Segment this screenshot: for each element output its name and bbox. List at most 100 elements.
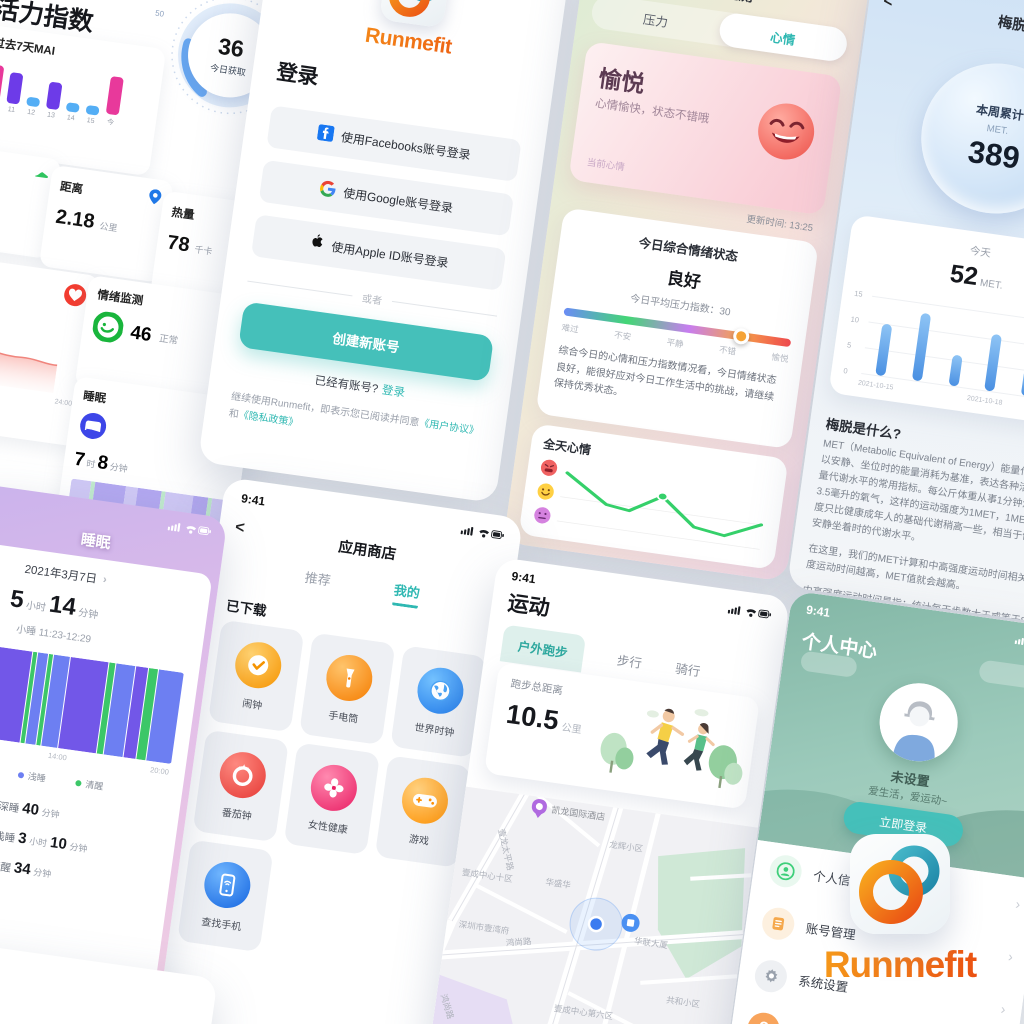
sleep-stats-list: 深睡 40 分钟 浅睡 3 小时 10 分钟 清醒 34 分钟 <box>0 795 168 896</box>
weekly-met-bubble: 本周累计 MET. 389 <box>911 53 1024 224</box>
world-clock-icon <box>414 664 466 717</box>
screen-activity-stats: 活力指数 过去7天MAI 101112131415今 50 0 36 今日获取 … <box>0 0 314 610</box>
tab-walk[interactable]: 步行 <box>616 653 643 671</box>
emotion-summary-card: 今日综合情绪状态 良好 今日平均压力指数：30 难过 不安 平静 不错 愉悦 综合今日的… <box>535 207 819 450</box>
next-day-arrow[interactable]: › <box>102 573 108 587</box>
tile-world-clock[interactable]: 世界时钟 <box>390 645 487 758</box>
met-bar <box>984 333 1003 392</box>
mood-value: 46 <box>129 321 153 346</box>
met-bar-chart: 15 10 5 0 2021-10-15 2021-10-18 <box>840 289 1024 418</box>
menu-item-account[interactable]: 账号管理› <box>743 893 1024 985</box>
tile-flashlight[interactable]: 手电筒 <box>299 632 396 746</box>
tab-recommend[interactable]: 推荐 <box>303 569 332 589</box>
screen-profile: 9:41 个人中心 未设置 爱生活，爱运动~ 立即登录 个人信息 › 账号管理 › <box>725 590 1024 1024</box>
sleep-stage-chart <box>0 639 185 765</box>
happy-emoji <box>749 95 822 172</box>
mood-name: 愉悦 <box>596 65 647 98</box>
map[interactable]: 凯龙国际酒店 壹龙太平路 龙辉小区 壹成中心十区 华盛华 深圳市壹湾府 鸿尚路 … <box>428 785 759 1024</box>
steps-card[interactable]: 步数 078 步 <box>0 141 62 260</box>
tile-tomato-timer[interactable]: 番茄钟 <box>192 729 289 843</box>
tile-games[interactable]: 游戏 <box>374 755 472 868</box>
status-time: 9:41 <box>240 491 267 509</box>
screen-app-store: 9:41 < 应用商店 推荐 我的 已下载 闹钟 手电筒 世界时钟 番茄钟 <box>146 476 524 1024</box>
mood-slider-thumb[interactable] <box>731 327 750 346</box>
mood-desc: 心情愉快，状态不错哦 <box>594 97 710 126</box>
avatar[interactable] <box>874 678 963 767</box>
mood-smiley-icon <box>90 310 125 349</box>
met-bar <box>875 323 893 377</box>
distance-card[interactable]: 距离 2.18 公里 <box>38 164 174 283</box>
app-grid: 闹钟 手电筒 世界时钟 番茄钟 女性健康 游戏 <box>177 619 487 978</box>
mai-bar-column: 11 <box>4 71 24 115</box>
mai-7day-card[interactable]: 过去7天MAI 101112131415今 <box>0 24 167 177</box>
run-distance-card[interactable]: 跑步总距离 10.5公里 <box>484 662 761 810</box>
mood-monitor-card[interactable]: 情绪监测 46 正常 <box>74 275 275 412</box>
tile-find-phone[interactable]: 查找手机 <box>177 839 274 953</box>
map-road-label: 鸿尚路 <box>506 936 533 948</box>
menu-item-settings[interactable]: 系统设置› <box>736 945 1024 1024</box>
tab-mood[interactable]: 心情 <box>717 11 849 63</box>
steps-value: 078 步 <box>0 182 47 220</box>
mood-status: 正常 <box>158 332 179 347</box>
heart-rate-card[interactable]: 心率 次/分 24:00 <box>0 251 101 447</box>
allday-mood-card: 全天心情 <box>518 423 789 570</box>
mai-bar-column: 13 <box>44 81 63 120</box>
map-label: 共和小区 <box>666 995 702 1010</box>
downloaded-section-title: 已下载 <box>225 598 268 619</box>
calories-label: 热量 <box>170 206 196 222</box>
gauge-tick-max: 50 <box>154 8 165 19</box>
met-title: 梅脱 <box>996 14 1024 35</box>
facebook-icon <box>316 123 335 144</box>
shoe-icon <box>32 166 50 187</box>
login-heading: 登录 <box>275 60 320 90</box>
mai-bar-column: 10 <box>0 64 4 112</box>
gauge-label: 今日获取 <box>209 62 247 78</box>
apple-login-button[interactable]: 使用Apple ID账号登录 <box>250 214 507 291</box>
terms-link[interactable]: 《用户协议》 <box>418 417 480 438</box>
location-pin-icon <box>147 189 163 211</box>
sports-title: 运动 <box>506 591 552 621</box>
met-x-label-2: 2021-10-18 <box>966 394 1003 407</box>
met-bar <box>911 313 931 382</box>
mai-bar-column: 今 <box>103 75 124 128</box>
mood-updated-time: 更新时间: 13:25 <box>745 213 814 235</box>
sleep-summary-card[interactable]: 睡眠 7时 8分钟 22:0007:26 <box>53 376 261 561</box>
flashlight-icon <box>322 651 375 704</box>
google-icon <box>318 179 336 200</box>
gear-icon <box>752 957 790 994</box>
sad-emoji-icon <box>540 459 558 476</box>
map-label: 龙辉小区 <box>609 839 645 854</box>
mai-bar-column: 15 <box>83 104 100 126</box>
mai-card-title: 过去7天MAI <box>0 37 56 58</box>
heart-icon <box>61 282 89 314</box>
status-icons <box>167 520 212 537</box>
mai-bar-chart: 101112131415今 <box>0 64 151 132</box>
screen-sports: 9:41 运动 户外跑步 步行 骑行 跑步总距离 10.5公里 <box>428 556 791 1024</box>
login-link[interactable]: 登录 <box>381 384 406 400</box>
status-time: 9:41 <box>510 569 537 587</box>
tab-cycle[interactable]: 骑行 <box>674 661 702 680</box>
facebook-login-button[interactable]: 使用Facebooks账号登录 <box>266 105 522 182</box>
met-bar <box>948 354 963 387</box>
tab-pressure[interactable]: 压力 <box>642 12 669 30</box>
account-card-icon <box>760 905 797 942</box>
brand-lockup: Runmefit <box>782 834 1018 986</box>
app-logo-icon <box>379 0 452 29</box>
gamepad-icon <box>398 774 451 827</box>
tile-female-health[interactable]: 女性健康 <box>283 742 381 856</box>
chevron-right-icon: › <box>999 1000 1007 1017</box>
google-login-button[interactable]: 使用Google账号登录 <box>258 159 515 237</box>
map-label: 华盛华 <box>545 877 572 891</box>
heart-rate-chart <box>0 335 58 394</box>
mood-polyline <box>565 471 764 538</box>
runmefit-app-icon <box>850 834 950 934</box>
met-x-label-1: 2021-10-15 <box>857 379 894 392</box>
privacy-link[interactable]: 《隐私政策》 <box>237 409 299 429</box>
menu-item-personal-info[interactable]: 个人信息 › <box>750 840 1024 932</box>
map-label: 华联大厦 <box>633 936 669 951</box>
person-icon <box>767 852 804 889</box>
question-icon: ? <box>745 1010 782 1024</box>
tile-alarm[interactable]: 闹钟 <box>208 619 305 733</box>
tab-mine[interactable]: 我的 <box>391 579 422 609</box>
current-mood-card: 愉悦 心情愉快，状态不错哦 当前心情 <box>568 41 843 216</box>
